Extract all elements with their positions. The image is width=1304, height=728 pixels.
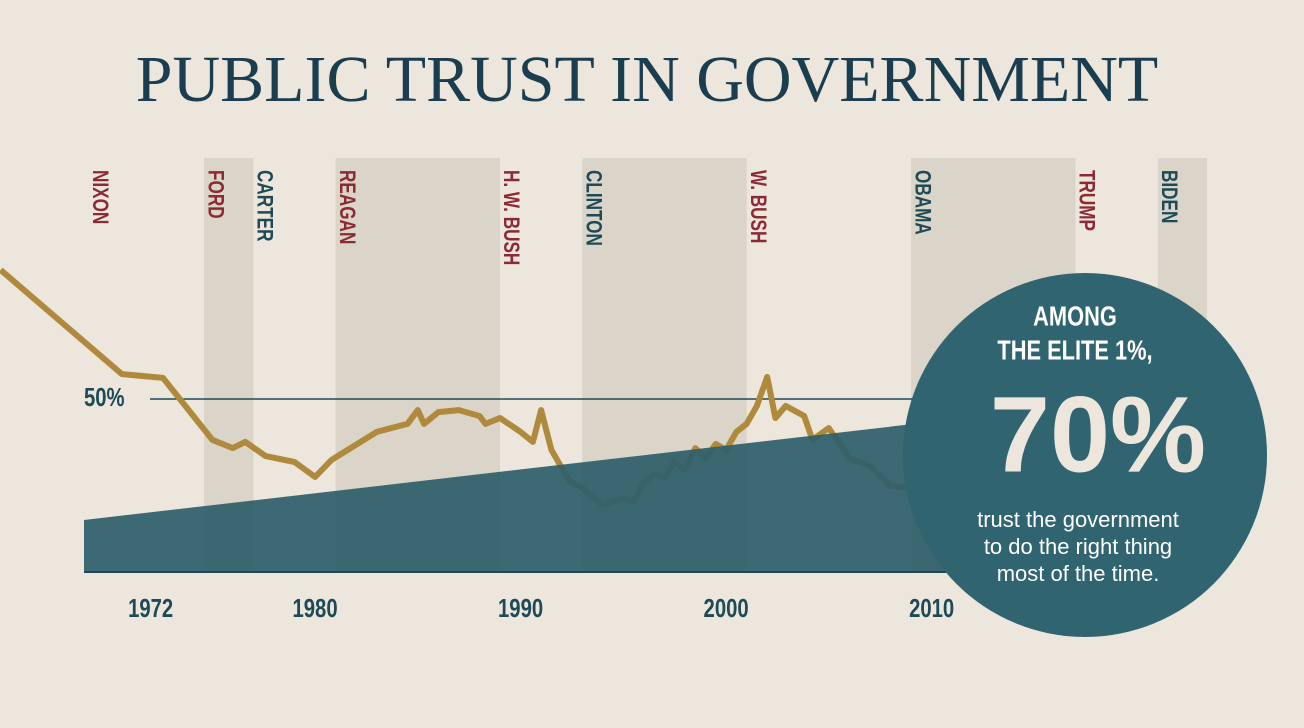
president-label: CLINTON [581, 170, 606, 246]
x-tick-label: 1980 [293, 593, 338, 622]
president-label: REAGAN [334, 170, 359, 244]
callout-caption: to do the right thing [984, 534, 1172, 559]
callout-highlight: 70% [990, 374, 1206, 495]
president-label: OBAMA [910, 170, 935, 235]
x-tick-label: 1972 [128, 593, 173, 622]
callout-heading: AMONG [1033, 301, 1117, 332]
callout-circle [903, 273, 1267, 637]
chart-title: PUBLIC TRUST IN GOVERNMENT [136, 43, 1158, 116]
y-tick-label: 50% [84, 382, 125, 411]
callout-heading: THE ELITE 1%, [997, 335, 1152, 366]
president-label: H. W. BUSH [499, 170, 524, 265]
president-label: BIDEN [1156, 170, 1181, 223]
x-tick-label: 2000 [704, 593, 749, 622]
x-tick-label: 2010 [909, 593, 954, 622]
callout-caption: trust the government [977, 507, 1179, 532]
president-label: CARTER [252, 170, 277, 241]
callout-caption: most of the time. [997, 561, 1160, 586]
president-label: FORD [203, 170, 228, 219]
president-label: NIXON [88, 170, 113, 224]
x-tick-label: 1990 [498, 593, 543, 622]
president-label: W. BUSH [745, 170, 770, 243]
president-label: TRUMP [1074, 170, 1099, 231]
